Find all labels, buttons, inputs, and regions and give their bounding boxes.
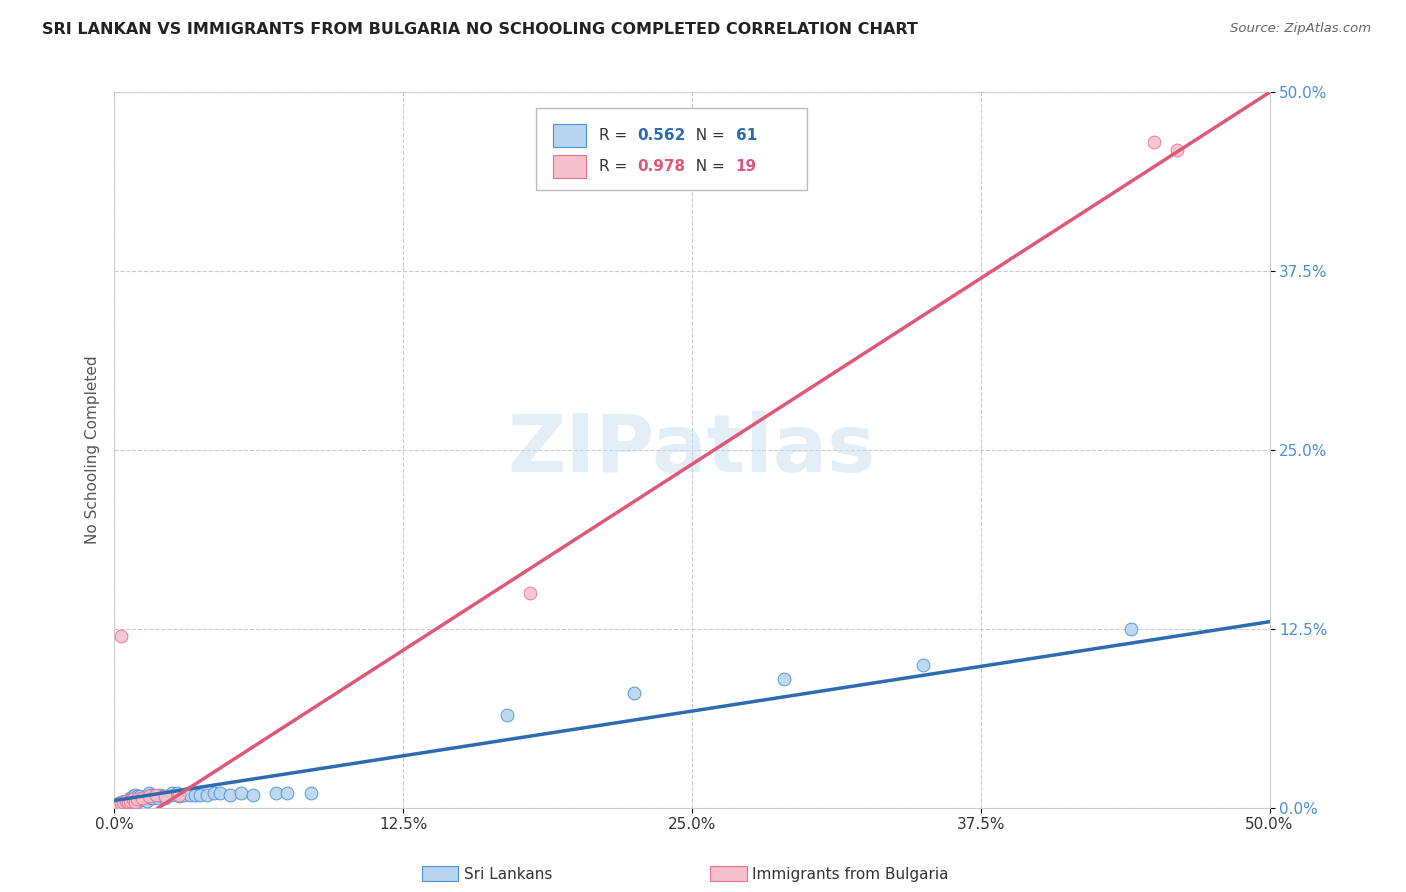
Point xyxy=(117,797,139,812)
Point xyxy=(110,799,132,814)
Point xyxy=(167,789,190,804)
Point xyxy=(127,795,149,809)
Point xyxy=(108,797,131,812)
Point xyxy=(124,795,146,809)
Point xyxy=(179,788,201,802)
Text: Sri Lankans: Sri Lankans xyxy=(464,867,553,881)
Point xyxy=(276,786,298,800)
Point xyxy=(264,786,287,800)
Point xyxy=(911,657,934,672)
Point xyxy=(135,793,157,807)
Point xyxy=(519,586,541,600)
Point xyxy=(153,789,176,804)
Point xyxy=(145,789,167,804)
Text: Immigrants from Bulgaria: Immigrants from Bulgaria xyxy=(752,867,949,881)
Point xyxy=(138,786,160,800)
Point xyxy=(117,793,139,807)
Point xyxy=(131,790,153,805)
Text: R =: R = xyxy=(599,160,633,174)
Point xyxy=(121,793,143,807)
Point xyxy=(145,788,167,802)
Point xyxy=(124,788,146,802)
Point xyxy=(299,786,322,800)
Text: 0.562: 0.562 xyxy=(637,128,686,143)
Point xyxy=(114,793,136,807)
Point xyxy=(112,795,135,809)
Point xyxy=(120,797,142,812)
Point xyxy=(202,786,225,800)
Point xyxy=(188,788,211,802)
Point xyxy=(120,793,142,807)
Point xyxy=(108,797,131,811)
Point xyxy=(218,788,240,802)
Point xyxy=(127,789,149,804)
Point xyxy=(623,686,645,700)
Point xyxy=(242,788,264,802)
Point xyxy=(1143,136,1166,150)
Point xyxy=(120,790,142,805)
Point xyxy=(134,792,156,806)
Text: ZIPatlas: ZIPatlas xyxy=(508,411,876,489)
Point xyxy=(173,788,195,802)
Point xyxy=(496,707,519,722)
Point xyxy=(105,799,128,814)
Point xyxy=(195,788,218,802)
Point xyxy=(152,789,174,804)
Text: N =: N = xyxy=(686,128,730,143)
Point xyxy=(110,629,132,643)
FancyBboxPatch shape xyxy=(536,108,807,190)
Point xyxy=(110,795,132,809)
Point xyxy=(112,799,135,814)
Point xyxy=(131,790,153,805)
Point xyxy=(121,790,143,805)
Point xyxy=(114,797,136,811)
Point xyxy=(184,788,207,802)
Point xyxy=(231,786,253,800)
Point xyxy=(112,795,135,809)
Point xyxy=(773,672,796,686)
Point xyxy=(121,792,143,806)
Point xyxy=(110,797,132,812)
Y-axis label: No Schooling Completed: No Schooling Completed xyxy=(86,356,100,544)
Point xyxy=(120,795,142,809)
Point xyxy=(167,788,190,802)
Point xyxy=(166,786,188,800)
Point xyxy=(142,790,165,805)
Point xyxy=(114,793,136,807)
Text: Source: ZipAtlas.com: Source: ZipAtlas.com xyxy=(1230,22,1371,36)
Point xyxy=(141,790,163,805)
Point xyxy=(160,788,183,802)
Text: 0.978: 0.978 xyxy=(637,160,686,174)
Point xyxy=(127,792,149,806)
Point xyxy=(127,792,149,806)
Text: SRI LANKAN VS IMMIGRANTS FROM BULGARIA NO SCHOOLING COMPLETED CORRELATION CHART: SRI LANKAN VS IMMIGRANTS FROM BULGARIA N… xyxy=(42,22,918,37)
Text: N =: N = xyxy=(686,160,730,174)
Point xyxy=(160,786,183,800)
Point xyxy=(121,789,143,804)
Point xyxy=(138,789,160,804)
Point xyxy=(117,795,139,809)
Point xyxy=(146,790,169,805)
Point xyxy=(128,789,150,804)
Point xyxy=(177,786,200,800)
Text: 61: 61 xyxy=(735,128,756,143)
Bar xyxy=(553,124,585,146)
Point xyxy=(138,789,160,804)
Bar xyxy=(553,155,585,178)
Point xyxy=(209,786,232,800)
Point xyxy=(149,788,172,802)
Point xyxy=(141,788,163,802)
Point xyxy=(153,790,176,805)
Point xyxy=(124,792,146,806)
Point xyxy=(108,799,131,814)
Point xyxy=(105,797,128,812)
Text: 19: 19 xyxy=(735,160,756,174)
Text: R =: R = xyxy=(599,128,633,143)
Point xyxy=(110,797,132,811)
Point xyxy=(1119,622,1142,636)
Point xyxy=(1166,143,1188,157)
Point xyxy=(117,795,139,809)
